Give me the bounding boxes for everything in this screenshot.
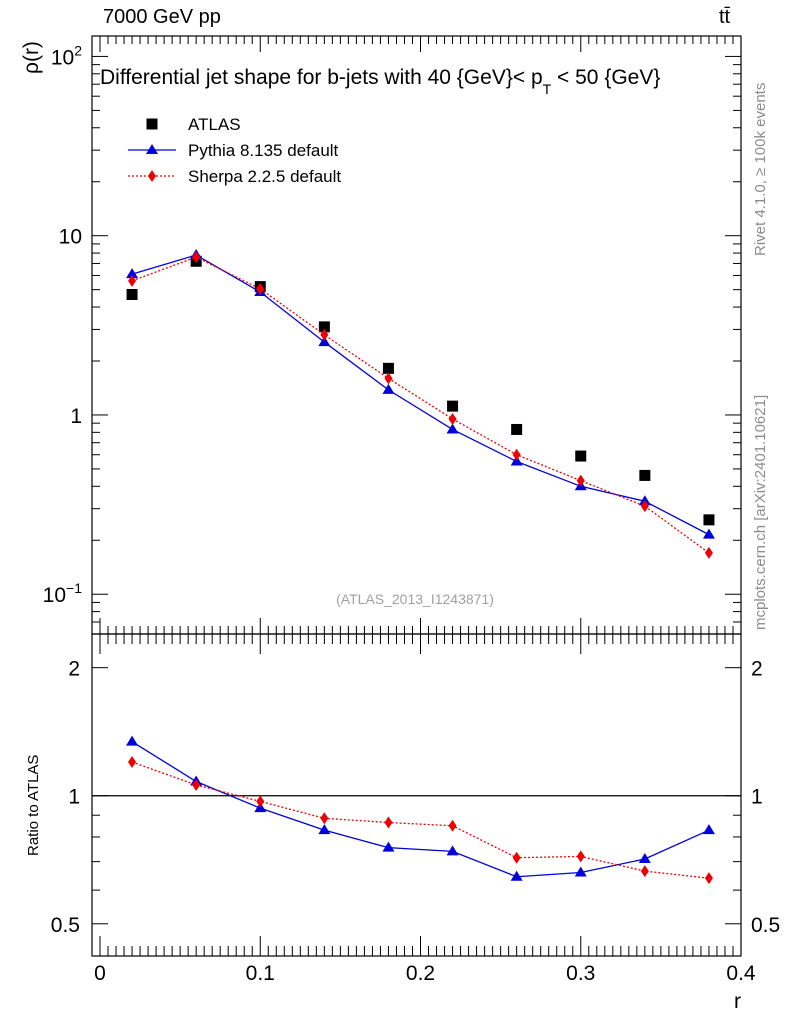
marker-diamond [192,778,201,791]
chart-title: Differential jet shape for b-jets with 4… [100,66,660,97]
y-tick-exponent: 2 [74,42,82,58]
marker-diamond [320,328,329,341]
legend: ATLAS Pythia 8.135 default Sherpa 2.2.5 de… [128,115,341,186]
marker-diamond [256,795,265,808]
y-tick-label: 10 [59,226,82,249]
series-triangle [126,249,715,539]
legend-label: ATLAS [188,115,241,134]
marker-triangle [382,383,395,394]
marker-diamond [128,756,137,769]
marker-diamond [640,500,649,513]
series-line [131,254,710,536]
marker-diamond [640,865,649,878]
marker-triangle [702,824,715,835]
ratio-panel: 0.5 0.5 1 1 2 2 Ratio to ATLAS 0 0.1 0.2 0.3 0.4 r [25,633,780,1013]
ratio-series-line [131,741,710,878]
x-tick-label: 0.3 [566,962,595,985]
marker-triangle [318,336,331,347]
marker-diamond [192,251,201,264]
energy-label: 7000 GeV pp [103,6,221,28]
ratio-y-tick-label: 2 [68,658,80,681]
marker-square [511,423,523,435]
y-tick-base: 10 [59,226,82,249]
x-tick-label: 0.2 [406,962,435,985]
marker-triangle [574,866,587,877]
ratio-frame [91,633,742,957]
ratio-series-line [131,761,710,879]
x-tick-label: 0 [94,962,106,985]
marker-diamond [148,170,156,182]
mcplots-label: mcplots.cern.ch [arXiv:2401.10621] [752,330,772,630]
x-axis-label: r [734,990,741,1013]
marker-triangle [702,528,715,539]
marker-diamond [576,474,585,487]
series-line [131,256,710,554]
marker-diamond [512,851,521,864]
legend-entry: ATLAS [146,115,241,134]
marker-diamond [704,546,713,559]
legend-label: Sherpa 2.2.5 default [188,167,341,186]
title-text: Differential jet shape for b-jets with 4… [100,66,543,89]
marker-diamond [320,812,329,825]
marker-triangle [446,423,459,434]
title-subscript: T [543,81,552,97]
marker-diamond [448,819,457,832]
legend-entry: Sherpa 2.2.5 default [128,167,341,186]
marker-square [318,321,330,333]
analysis-watermark: (ATLAS_2013_I1243871) [336,591,494,607]
legend-label: Pythia 8.135 default [188,141,339,160]
marker-triangle [510,870,523,881]
marker-square [703,514,715,526]
y-tick-base: 10 [43,584,66,607]
mcplots-text: mcplots.cern.ch [arXiv:2401.10621] [752,394,769,630]
ratio-y-tick-label-right: 2 [751,658,763,681]
marker-diamond [256,282,265,295]
marker-square [146,118,158,130]
marker-triangle [126,268,139,279]
marker-square [382,362,394,374]
legend-entry: Pythia 8.135 default [128,141,339,160]
marker-triangle [638,853,651,864]
y-axis-label: ρ(r) [20,41,43,74]
marker-diamond [128,274,137,287]
process-label: tt̄ [719,6,731,28]
marker-diamond [384,816,393,829]
y-tick-base: 10 [51,46,74,69]
y-tick-base: 1 [70,405,82,428]
y-tick-exponent: −1 [66,580,82,596]
x-tick-label: 0.4 [726,962,756,985]
marker-triangle [382,841,395,852]
ratio-y-tick-label-right: 0.5 [751,914,780,937]
marker-square [639,469,651,481]
y-tick-label: 1 [70,405,82,428]
ratio-y-axis-label: Ratio to ATLAS [25,755,42,856]
marker-square [447,400,459,412]
rivet-version-text: Rivet 4.1.0, ≥ 100k events [752,82,769,256]
ratio-series-triangle [126,735,715,881]
marker-square [126,288,138,300]
marker-diamond [448,412,457,425]
marker-triangle [146,144,158,154]
marker-diamond [704,872,713,885]
rivet-version-label: Rivet 4.1.0, ≥ 100k events [752,36,772,256]
series-square [126,255,715,526]
marker-diamond [512,448,521,461]
marker-diamond [576,850,585,863]
title-text-end: < 50 {GeV} [551,66,660,89]
marker-triangle [126,735,139,746]
y-tick-label: 102 [51,42,82,69]
x-tick-label: 0.1 [246,962,275,985]
marker-triangle [446,845,459,856]
ratio-y-tick-label: 0.5 [51,914,80,937]
y-tick-label: 10−1 [43,580,83,607]
marker-diamond [384,372,393,385]
ratio-series-diamond [128,756,713,885]
ratio-y-tick-label: 1 [68,786,80,809]
marker-triangle [318,824,331,835]
series-diamond [128,251,713,559]
marker-square [575,450,587,462]
ratio-y-tick-label-right: 1 [751,786,763,809]
